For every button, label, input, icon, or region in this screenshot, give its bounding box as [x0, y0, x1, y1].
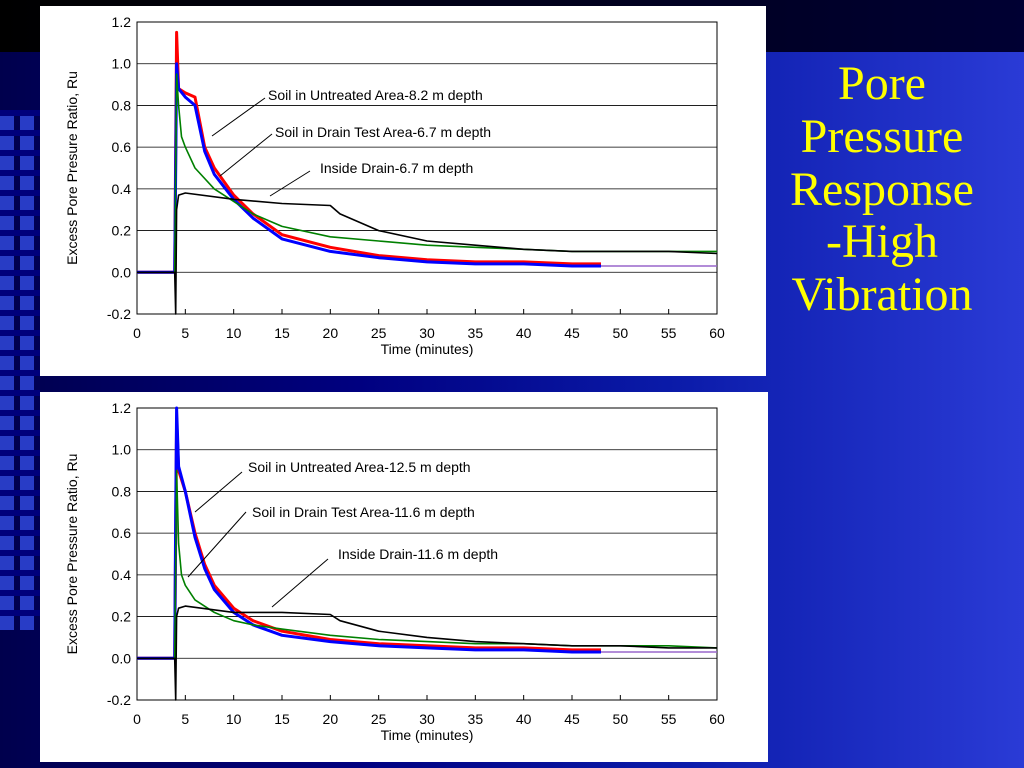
x-tick-label: 60: [709, 325, 725, 341]
x-tick-label: 40: [516, 325, 532, 341]
x-tick-label: 30: [419, 711, 435, 727]
y-tick-label: 0.8: [112, 97, 132, 113]
x-tick-label: 30: [419, 325, 435, 341]
x-tick-label: 5: [181, 711, 189, 727]
x-tick-label: 35: [468, 711, 484, 727]
annotation-label: Soil in Untreated Area-8.2 m depth: [268, 87, 483, 103]
x-tick-label: 0: [133, 711, 141, 727]
x-tick-label: 0: [133, 325, 141, 341]
x-tick-label: 25: [371, 711, 387, 727]
bottom-chart: 1.2 1.0 0.8 0.6 0.4 0.2 0.0 -0.20 5 10 15 20 25 30 35 4…: [64, 400, 725, 743]
y-tick-label: 1.0: [112, 56, 132, 72]
y-tick-label: 0.6: [112, 139, 132, 155]
series-line-3: [137, 605, 717, 701]
title-line: -High: [826, 215, 938, 269]
x-tick-label: 45: [564, 711, 580, 727]
x-tick-label: 60: [709, 711, 725, 727]
series-line-0: [137, 416, 601, 660]
y-axis-label: Excess Pore Pressure Ratio, Ru: [64, 454, 80, 655]
x-tick-label: 55: [661, 325, 677, 341]
bottom-chart-panel: 1.2 1.0 0.8 0.6 0.4 0.2 0.0 -0.2 0 5 10 15 20 25 30 35 4…: [40, 392, 768, 762]
y-axis-label: Excess Pore Presure Ratio, Ru: [64, 71, 80, 265]
x-tick-label: 55: [661, 711, 677, 727]
y-tick-label: 0.8: [112, 483, 132, 499]
x-tick-label: 15: [274, 325, 290, 341]
y-tick-label: 0.2: [112, 223, 132, 239]
annotation-leader: [269, 170, 311, 197]
x-tick-label: 35: [468, 325, 484, 341]
annotation-label: Inside Drain-11.6 m depth: [338, 546, 498, 562]
y-tick-label: 0.0: [112, 650, 132, 666]
y-tick-label: -0.2: [107, 306, 131, 322]
y-tick-label: 0.0: [112, 264, 132, 280]
x-tick-label: 10: [226, 325, 242, 341]
annotation-leader: [187, 511, 247, 578]
x-tick-label: 20: [323, 325, 339, 341]
y-tick-label: 1.2: [112, 14, 132, 30]
x-tick-label: 40: [516, 711, 532, 727]
x-tick-label: 45: [564, 325, 580, 341]
y-tick-label: 0.6: [112, 525, 132, 541]
title-line: Pore: [838, 57, 926, 110]
decorative-squares: [0, 110, 40, 630]
x-axis-label: Time (minutes): [381, 341, 474, 357]
series-line-0: [137, 30, 601, 274]
series-line-2: [137, 469, 718, 660]
x-tick-label: 50: [613, 711, 629, 727]
title-line: Pressure: [800, 109, 964, 163]
slide-title: Pore Pressure Response -High Vibration: [770, 57, 994, 322]
x-tick-label: 25: [371, 325, 387, 341]
x-tick-label: 20: [323, 711, 339, 727]
top-chart: 1.2 1.0 0.8 0.6 0.4 0.2 0.0 -0.20 5 10 15 20 25 30 35 4…: [64, 14, 725, 357]
annotation-leader: [194, 471, 243, 513]
y-tick-label: 0.4: [112, 567, 132, 583]
annotation-leader: [211, 97, 266, 137]
series-line-3: [137, 192, 718, 315]
annotation-leader: [219, 133, 273, 177]
annotation-leader: [271, 558, 329, 608]
x-tick-label: 50: [613, 325, 629, 341]
y-tick-label: 0.4: [112, 181, 132, 197]
y-tick-label: 1.2: [112, 400, 132, 416]
x-tick-label: 5: [181, 325, 189, 341]
x-tick-label: 15: [274, 711, 290, 727]
y-tick-label: 0.2: [112, 609, 132, 625]
y-tick-label: 1.0: [112, 442, 132, 458]
annotation-label: Soil in Drain Test Area-11.6 m depth: [252, 504, 475, 520]
x-tick-label: 10: [226, 711, 242, 727]
annotation-label: Soil in Drain Test Area-6.7 m depth: [275, 124, 491, 140]
annotation-label: Inside Drain-6.7 m depth: [320, 160, 473, 176]
title-line: Vibration: [791, 268, 973, 322]
top-chart-panel: 1.2 1.0 0.8 0.6 0.4 0.2 0.0 -0.2 0 5 10 15 20 25 30 35 4…: [40, 6, 766, 376]
annotation-label: Soil in Untreated Area-12.5 m depth: [248, 459, 471, 475]
title-line: Response: [790, 162, 974, 216]
y-tick-label: -0.2: [107, 692, 131, 708]
x-axis-label: Time (minutes): [381, 727, 474, 743]
